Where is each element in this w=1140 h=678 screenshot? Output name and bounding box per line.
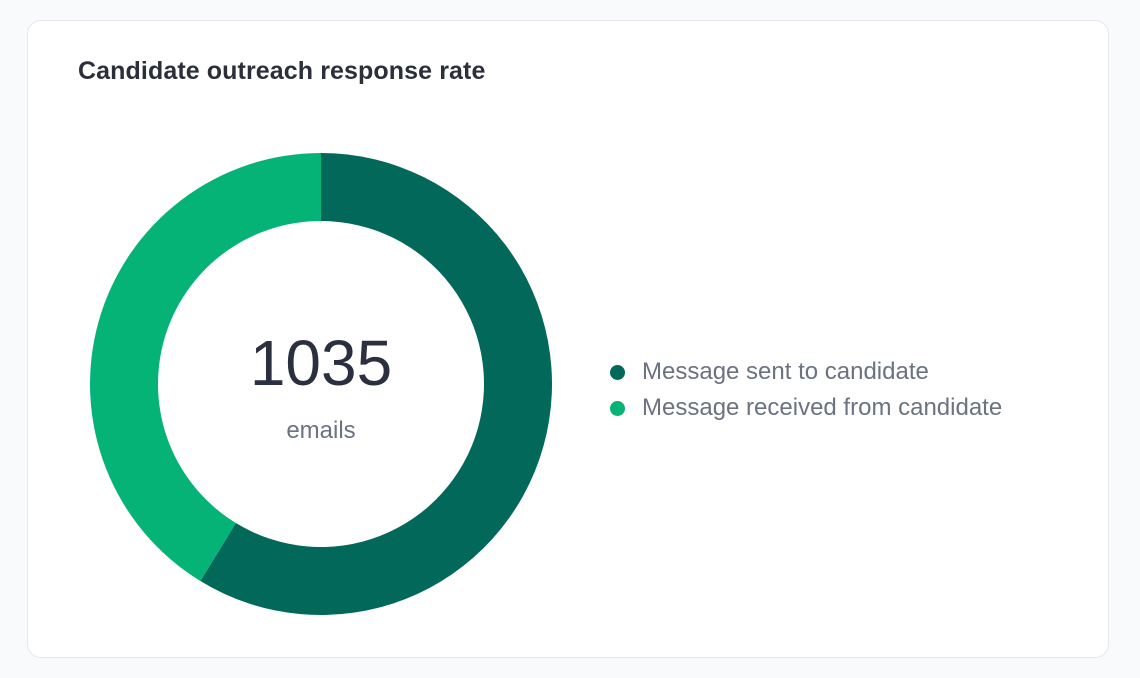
legend-label: Message received from candidate (642, 394, 1003, 421)
chart-title: Candidate outreach response rate (78, 57, 486, 85)
legend-dot (610, 400, 625, 416)
chart-card: Candidate outreach response rate 1035 em… (27, 20, 1109, 658)
legend-item-sent[interactable]: Message sent to candidate (610, 354, 1002, 390)
chart-legend: Message sent to candidate Message receive… (610, 354, 1002, 426)
donut-center-value: 1035 (250, 327, 392, 399)
donut-slice-sent[interactable] (200, 153, 552, 615)
legend-dot (610, 364, 625, 380)
donut-center-label: emails (286, 417, 355, 444)
legend-item-received[interactable]: Message received from candidate (610, 390, 1002, 426)
donut-chart: 1035 emails (89, 153, 552, 615)
donut-slices (89, 153, 552, 615)
donut-slice-received[interactable] (89, 153, 321, 582)
legend-label: Message sent to candidate (642, 358, 929, 385)
